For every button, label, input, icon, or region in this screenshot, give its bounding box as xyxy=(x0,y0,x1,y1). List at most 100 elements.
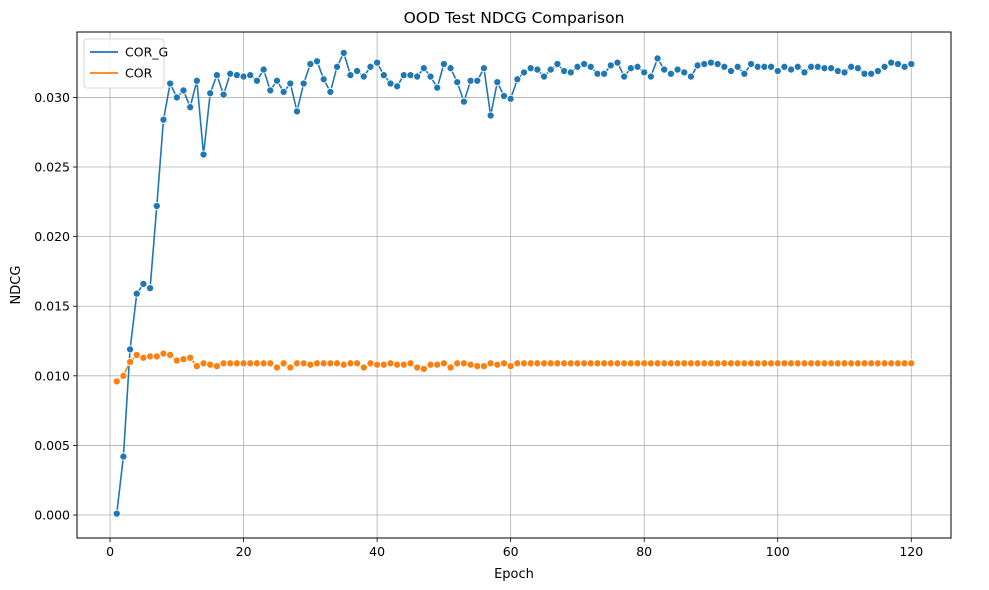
data-point xyxy=(793,359,802,368)
data-point xyxy=(126,345,135,354)
data-point xyxy=(379,360,388,369)
data-point xyxy=(132,350,141,360)
series-cor xyxy=(112,349,916,386)
data-point xyxy=(179,86,188,95)
data-point xyxy=(613,58,622,67)
data-point xyxy=(219,90,228,99)
data-point xyxy=(680,68,689,77)
data-point xyxy=(827,359,836,368)
data-point xyxy=(252,76,261,85)
data-point xyxy=(373,58,382,67)
data-point xyxy=(753,62,762,71)
data-point xyxy=(453,78,462,87)
data-point xyxy=(600,359,609,368)
data-point xyxy=(433,360,442,369)
data-point xyxy=(893,59,902,69)
data-point xyxy=(613,359,622,368)
data-point xyxy=(192,76,201,85)
data-point xyxy=(212,362,221,371)
data-point xyxy=(486,359,495,368)
x-tick-label: 120 xyxy=(899,544,923,559)
data-point xyxy=(813,359,822,368)
data-point xyxy=(159,115,168,124)
data-point xyxy=(166,79,175,88)
data-point xyxy=(626,64,635,73)
data-point xyxy=(119,452,128,461)
data-point xyxy=(566,68,575,77)
x-axis-label: Epoch xyxy=(494,567,534,582)
data-point xyxy=(900,359,909,368)
data-point xyxy=(353,66,362,76)
data-point xyxy=(446,363,455,372)
data-point xyxy=(880,62,889,71)
data-point xyxy=(726,66,736,76)
data-point xyxy=(793,62,802,71)
data-point xyxy=(706,359,716,368)
series-layer xyxy=(112,48,916,518)
data-point xyxy=(126,357,135,366)
data-point xyxy=(773,66,782,76)
data-point xyxy=(499,359,509,368)
y-tick-label: 0.030 xyxy=(34,90,70,105)
data-point xyxy=(700,59,709,69)
data-point xyxy=(399,71,408,80)
data-point xyxy=(112,509,121,518)
data-point xyxy=(807,359,816,368)
data-point xyxy=(146,352,155,361)
data-point xyxy=(573,359,582,368)
data-point xyxy=(887,359,896,368)
data-point xyxy=(266,359,275,368)
data-point xyxy=(726,359,736,368)
data-point xyxy=(686,359,695,368)
data-point xyxy=(713,59,722,69)
data-point xyxy=(573,62,582,71)
data-point xyxy=(706,58,716,67)
data-point xyxy=(660,359,669,368)
data-point xyxy=(640,68,649,77)
data-point xyxy=(840,68,849,77)
x-tick-label: 80 xyxy=(636,544,652,559)
data-point xyxy=(853,359,862,368)
data-point xyxy=(606,61,615,70)
series-cor-g xyxy=(112,48,916,518)
data-point xyxy=(192,362,201,371)
data-point xyxy=(600,69,609,78)
data-point xyxy=(546,65,555,74)
legend: COR_G COR xyxy=(83,38,168,89)
data-point xyxy=(820,359,829,368)
data-point xyxy=(119,371,128,380)
data-point xyxy=(867,69,876,78)
data-point xyxy=(720,62,729,71)
data-point xyxy=(740,359,749,368)
data-point xyxy=(553,59,562,69)
data-point xyxy=(813,62,822,71)
data-point xyxy=(239,359,248,368)
data-point xyxy=(847,62,856,71)
data-point xyxy=(546,359,555,368)
data-point xyxy=(333,359,342,368)
data-point xyxy=(907,359,916,368)
data-point xyxy=(493,78,502,87)
data-point xyxy=(206,360,215,369)
data-point xyxy=(339,360,348,369)
data-point xyxy=(593,359,602,368)
data-point xyxy=(513,359,522,368)
data-point xyxy=(166,350,175,360)
data-point xyxy=(626,359,635,368)
data-point xyxy=(893,359,902,368)
data-point xyxy=(787,359,796,368)
data-point xyxy=(379,71,388,80)
y-tick-label: 0.005 xyxy=(34,438,70,453)
data-point xyxy=(593,69,602,78)
data-point xyxy=(259,65,268,74)
data-point xyxy=(867,359,876,368)
data-point xyxy=(540,72,549,81)
data-point xyxy=(393,82,402,91)
data-point xyxy=(533,65,542,74)
ticks: 0 20 40 60 80 100 120 0.000 0.005 0.010 0.015 0.020… xyxy=(34,90,923,559)
data-point xyxy=(232,359,241,368)
data-point xyxy=(272,363,282,372)
data-point xyxy=(860,69,869,78)
data-point xyxy=(239,72,248,81)
